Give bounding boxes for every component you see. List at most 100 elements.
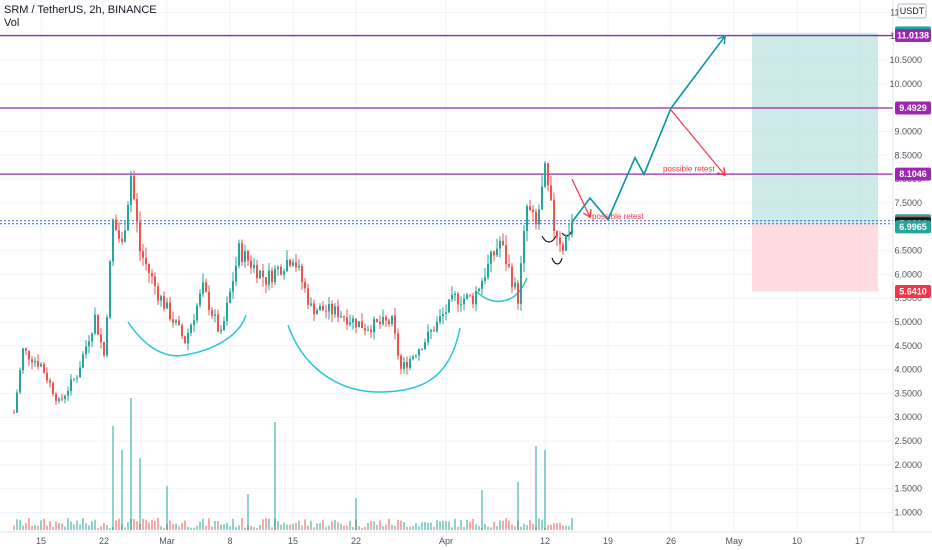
candle-body — [130, 175, 132, 205]
candle-body — [325, 310, 327, 312]
candle-body — [322, 305, 324, 311]
level-label-text: 6.9965 — [899, 222, 927, 232]
volume-bar — [292, 523, 294, 530]
volume-bar — [529, 520, 531, 530]
volume-bar — [301, 525, 303, 530]
volume-bar — [508, 520, 510, 530]
volume-bar — [91, 521, 93, 530]
candle-body — [472, 295, 474, 305]
candle-body — [307, 288, 309, 306]
volume-spike — [544, 450, 546, 530]
volume-bar — [31, 526, 33, 530]
candle-body — [343, 316, 345, 318]
time-tick-label: 10 — [792, 536, 802, 546]
candle-body — [274, 268, 276, 283]
volume-bar — [433, 526, 435, 530]
candle-body — [445, 312, 447, 314]
volume-bar — [190, 527, 192, 530]
chart-legend: SRM / TetherUS, 2h, BINANCE Vol — [4, 4, 157, 30]
price-tick-label: 9.0000 — [894, 126, 922, 136]
candle-body — [91, 333, 93, 342]
candle-body — [517, 282, 519, 304]
volume-bar — [25, 523, 27, 530]
volume-bar — [316, 523, 318, 530]
candle-body — [376, 318, 378, 322]
volume-bar — [70, 521, 72, 530]
volume-bar — [565, 525, 567, 530]
candle-body — [460, 304, 462, 306]
volume-bar — [118, 518, 120, 530]
candle-body — [172, 319, 174, 323]
candle-body — [538, 209, 540, 225]
volume-bar — [478, 526, 480, 530]
level-label-bg — [895, 167, 931, 181]
projection-line — [571, 35, 726, 223]
symbol-title: SRM / TetherUS, 2h, BINANCE — [4, 4, 157, 16]
price-tick-label: 4.0000 — [894, 365, 922, 375]
candle-body — [415, 355, 417, 357]
time-tick-label: Apr — [439, 536, 453, 546]
candle-body — [379, 321, 381, 325]
candle-body — [199, 293, 201, 306]
volume-bar — [532, 523, 534, 530]
candle-body — [214, 314, 216, 316]
candle-body — [364, 328, 366, 331]
candle-body — [25, 348, 27, 351]
volume-bar — [553, 523, 555, 530]
volume-bar — [421, 522, 423, 530]
pattern-curves — [127, 229, 573, 393]
candle-body — [421, 349, 423, 351]
candle-body — [13, 412, 15, 414]
candle-body — [40, 364, 42, 367]
volume-bar — [268, 518, 270, 530]
volume-bar — [571, 518, 573, 530]
candle-body — [109, 261, 111, 318]
stop-zone — [752, 223, 878, 292]
volume-spike — [112, 426, 114, 530]
candle-body — [331, 303, 333, 315]
volume-spike — [535, 446, 537, 530]
volume-bar — [382, 526, 384, 530]
candle-body — [463, 298, 465, 305]
candle-body — [106, 317, 108, 356]
volume-bar — [496, 526, 498, 530]
volume-bar — [244, 527, 246, 530]
candle-body — [157, 286, 159, 301]
volume-bar — [295, 522, 297, 530]
candle-body — [529, 206, 531, 210]
volume-bar — [361, 527, 363, 530]
volume-bar — [208, 518, 210, 530]
price-level-labels: 11.070611.01389.49298.10467.12417.07787.… — [895, 26, 931, 298]
level-label-text: 11.0138 — [897, 31, 929, 41]
price-tick-label: 1.0000 — [894, 508, 922, 518]
candle-body — [298, 266, 300, 268]
volume-bar — [214, 520, 216, 530]
volume-bar — [283, 522, 285, 530]
head-curve — [287, 324, 461, 393]
projected-path — [571, 35, 726, 223]
price-tick-label: 8.5000 — [894, 150, 922, 160]
volume-bar — [277, 520, 279, 530]
candle-body — [145, 257, 147, 265]
volume-bar — [169, 520, 171, 530]
candle-body — [61, 398, 63, 400]
candle-body — [541, 186, 543, 210]
candle-body — [388, 320, 390, 325]
candle-body — [565, 235, 567, 251]
price-tick-label: 10.5000 — [889, 55, 922, 65]
candle-body — [163, 296, 165, 309]
price-tick-label: 4.5000 — [894, 341, 922, 351]
volume-spike — [139, 458, 141, 530]
candle-body — [94, 314, 96, 334]
volume-bar — [487, 526, 489, 530]
candle-body — [85, 346, 87, 355]
volume-bar — [85, 523, 87, 530]
volume-bar — [106, 525, 108, 530]
candle-body — [160, 296, 162, 301]
volume-bar — [250, 525, 252, 530]
candle-body — [340, 316, 342, 318]
volume-bar — [427, 522, 429, 530]
candle-body — [217, 314, 219, 332]
volume-bar — [556, 523, 558, 530]
